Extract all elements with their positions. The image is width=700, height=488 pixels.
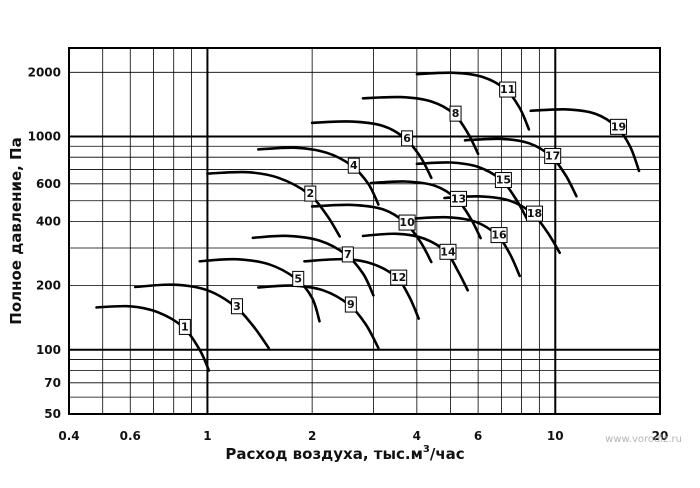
y-tick-label: 50 bbox=[44, 407, 61, 421]
curve-label-12: 12 bbox=[390, 269, 408, 286]
x-tick-label: 0.6 bbox=[120, 429, 141, 443]
fan-curve-2 bbox=[206, 170, 341, 238]
fan-curve-15 bbox=[415, 161, 529, 221]
curve-label-text: 16 bbox=[491, 229, 507, 242]
watermark: www.vorodiz.ru bbox=[605, 434, 682, 445]
curve-label-text: 9 bbox=[347, 298, 355, 311]
curve-label-text: 2 bbox=[306, 187, 314, 200]
curve-label-3: 3 bbox=[230, 298, 243, 315]
fan-curve-19 bbox=[529, 108, 641, 173]
y-tick-label: 1000 bbox=[28, 130, 61, 144]
curve-label-17: 17 bbox=[544, 148, 562, 165]
curve-label-18: 18 bbox=[525, 205, 543, 222]
fan-curve-6 bbox=[310, 120, 433, 180]
curve-label-16: 16 bbox=[490, 227, 508, 244]
curve-label-text: 1 bbox=[181, 320, 189, 333]
curve-label-text: 12 bbox=[391, 271, 406, 284]
fan-curve-4 bbox=[257, 146, 380, 206]
curve-label-text: 13 bbox=[451, 192, 466, 205]
fan-curve-8 bbox=[361, 95, 480, 156]
y-tick-label: 200 bbox=[36, 279, 61, 293]
fan-curve-5 bbox=[198, 257, 321, 323]
fan-curve-11 bbox=[415, 71, 531, 131]
curve-label-14: 14 bbox=[439, 243, 457, 260]
curve-label-text: 17 bbox=[545, 150, 560, 163]
x-axis-title-main: Расход воздуха, тыс.м bbox=[225, 445, 423, 463]
y-tick-label: 2000 bbox=[28, 65, 61, 79]
y-tick-label: 70 bbox=[44, 376, 61, 390]
curve-label-text: 14 bbox=[440, 245, 456, 258]
grid-lines bbox=[68, 48, 661, 415]
fan-curve-14 bbox=[361, 232, 469, 292]
fan-curve-3 bbox=[133, 283, 270, 350]
x-tick-label: 2 bbox=[308, 429, 316, 443]
curve-label-text: 8 bbox=[452, 107, 460, 120]
curve-label-13: 13 bbox=[449, 190, 467, 207]
curve-label-1: 1 bbox=[178, 318, 191, 335]
x-tick-label: 4 bbox=[413, 429, 421, 443]
fan-curve-18 bbox=[443, 195, 561, 255]
curve-label-4: 4 bbox=[347, 157, 360, 174]
plot-frame bbox=[68, 47, 661, 415]
curve-label-text: 15 bbox=[496, 174, 511, 187]
fan-curve-9 bbox=[257, 284, 380, 350]
curve-label-7: 7 bbox=[341, 246, 354, 263]
curve-label-text: 11 bbox=[500, 83, 515, 96]
fan-curve-16 bbox=[411, 215, 521, 278]
fan-curve-1 bbox=[95, 304, 211, 372]
x-tick-label: 20 bbox=[652, 429, 669, 443]
curve-label-19: 19 bbox=[610, 118, 628, 135]
curve-label-text: 6 bbox=[403, 132, 411, 145]
x-tick-label: 10 bbox=[547, 429, 564, 443]
curve-label-5: 5 bbox=[292, 270, 305, 287]
x-axis-title-sup: 3 bbox=[423, 444, 430, 455]
curve-label-10: 10 bbox=[398, 214, 416, 231]
curve-label-2: 2 bbox=[304, 185, 317, 202]
curve-label-11: 11 bbox=[499, 81, 517, 98]
curve-label-text: 18 bbox=[527, 207, 542, 220]
x-tick-label: 0.4 bbox=[58, 429, 79, 443]
curve-label-text: 3 bbox=[233, 300, 241, 313]
curve-label-6: 6 bbox=[401, 130, 414, 147]
x-tick-label: 6 bbox=[474, 429, 482, 443]
curve-label-text: 4 bbox=[350, 159, 358, 172]
fan-curve-7 bbox=[251, 234, 375, 297]
curve-label-text: 7 bbox=[344, 248, 352, 261]
y-axis-title: Полное давление, Па bbox=[7, 137, 25, 324]
y-tick-label: 400 bbox=[36, 214, 61, 228]
x-axis-title: Расход воздуха, тыс.м3/час bbox=[225, 444, 464, 463]
fan-curves bbox=[95, 71, 641, 372]
curve-label-text: 10 bbox=[399, 216, 415, 229]
curve-label-text: 5 bbox=[294, 272, 302, 285]
fan-curve-10 bbox=[310, 203, 433, 264]
y-tick-label: 600 bbox=[36, 177, 61, 191]
curve-label-8: 8 bbox=[449, 105, 462, 122]
fan-curve-17 bbox=[463, 137, 578, 198]
x-axis-title-tail: /час bbox=[430, 445, 465, 463]
curve-label-9: 9 bbox=[344, 296, 357, 313]
curve-label-15: 15 bbox=[494, 172, 512, 189]
x-tick-label: 1 bbox=[203, 429, 211, 443]
y-tick-label: 100 bbox=[36, 343, 61, 357]
curve-label-text: 19 bbox=[611, 120, 626, 133]
